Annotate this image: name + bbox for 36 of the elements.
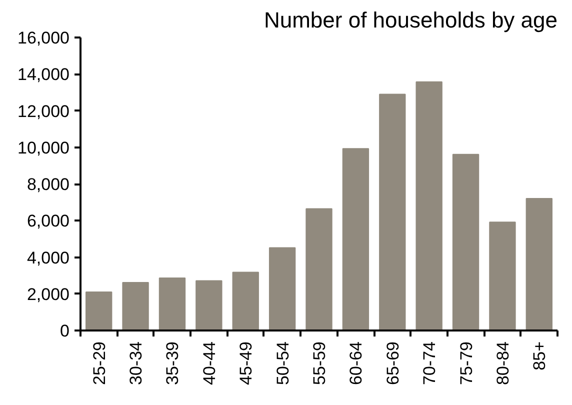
x-tick-label: 60-64 (346, 341, 366, 385)
bar (452, 154, 480, 330)
y-tick-label: 8,000 (26, 175, 70, 194)
y-tick-label: 10,000 (18, 138, 70, 158)
x-tick-label: 30-34 (126, 341, 146, 385)
bar (306, 208, 332, 330)
y-tick-label: 12,000 (18, 102, 70, 121)
bar (379, 94, 406, 330)
bar (489, 222, 516, 330)
x-tick-label: 55-59 (310, 341, 329, 385)
chart-title: Number of households by age (264, 8, 558, 32)
y-tick-label: 6,000 (26, 212, 70, 231)
x-tick-label: 75-79 (456, 341, 476, 385)
x-tick-label: 50-54 (273, 341, 292, 385)
x-tick-label: 45-49 (236, 341, 256, 385)
x-tick-label: 70-74 (420, 341, 440, 385)
bar (86, 292, 112, 330)
y-tick-label: 14,000 (18, 65, 70, 84)
bar (232, 272, 259, 330)
x-tick-label: 35-39 (163, 341, 182, 385)
y-tick-label: 4,000 (26, 248, 70, 268)
bar (268, 247, 296, 330)
bar (122, 282, 149, 330)
x-tick-label: 85+ (530, 341, 550, 370)
bar (526, 198, 552, 330)
y-tick-label: 2,000 (26, 284, 70, 304)
bar (416, 81, 442, 330)
x-tick-label: 80-84 (493, 341, 512, 385)
x-tick-label: 65-69 (383, 341, 402, 385)
x-tick-label: 25-29 (90, 341, 109, 385)
bar (342, 148, 370, 330)
bar (158, 277, 186, 330)
y-tick-label: 0 (60, 322, 70, 340)
y-tick-label: 16,000 (18, 28, 70, 48)
x-tick-label: 40-44 (200, 341, 219, 385)
bar (196, 280, 222, 330)
